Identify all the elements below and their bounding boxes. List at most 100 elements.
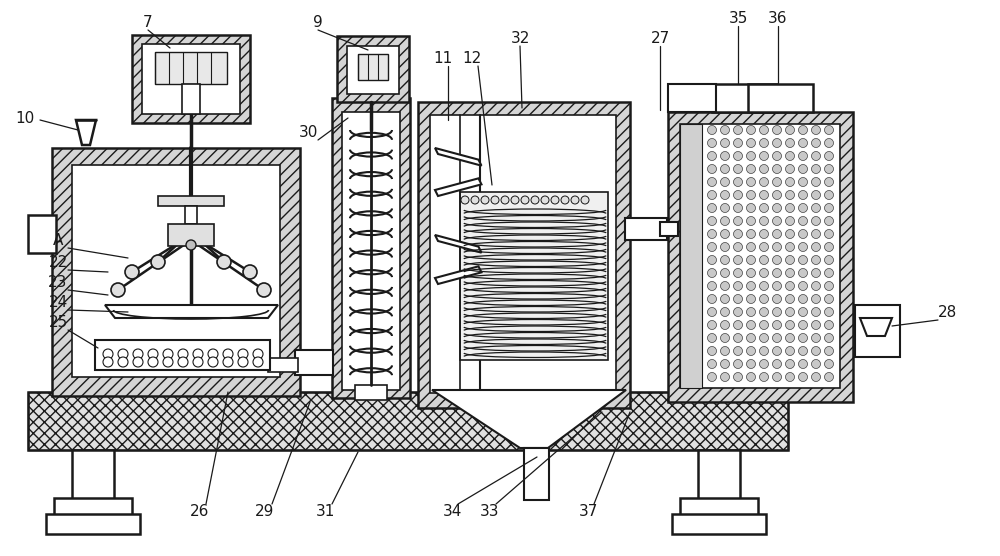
- Circle shape: [734, 165, 742, 173]
- Circle shape: [824, 269, 833, 277]
- Circle shape: [785, 138, 794, 147]
- Circle shape: [798, 269, 807, 277]
- Text: 27: 27: [650, 31, 670, 46]
- Circle shape: [772, 281, 781, 290]
- Bar: [52, 148, 300, 396]
- Bar: [295, 350, 333, 375]
- Circle shape: [746, 281, 756, 290]
- Circle shape: [734, 346, 742, 355]
- Text: 26: 26: [190, 504, 210, 519]
- Circle shape: [811, 346, 820, 355]
- Bar: [680, 124, 702, 388]
- Circle shape: [238, 349, 248, 359]
- Circle shape: [760, 346, 768, 355]
- Circle shape: [772, 346, 781, 355]
- Circle shape: [760, 230, 768, 239]
- Circle shape: [551, 196, 559, 204]
- Circle shape: [798, 242, 807, 251]
- Circle shape: [798, 177, 807, 186]
- Bar: [460, 192, 608, 360]
- Bar: [28, 392, 788, 450]
- Circle shape: [760, 295, 768, 304]
- Circle shape: [798, 165, 807, 173]
- Polygon shape: [435, 148, 481, 166]
- Bar: [680, 124, 840, 388]
- Circle shape: [708, 256, 716, 265]
- Circle shape: [811, 269, 820, 277]
- Circle shape: [720, 203, 730, 212]
- Circle shape: [720, 307, 730, 316]
- Text: 12: 12: [462, 51, 482, 66]
- Circle shape: [785, 346, 794, 355]
- Circle shape: [811, 320, 820, 330]
- Circle shape: [746, 346, 756, 355]
- Circle shape: [746, 256, 756, 265]
- Circle shape: [824, 151, 833, 161]
- Circle shape: [811, 230, 820, 239]
- Bar: [54, 498, 132, 516]
- Circle shape: [734, 295, 742, 304]
- Circle shape: [238, 357, 248, 367]
- Text: 10: 10: [15, 111, 35, 126]
- Circle shape: [708, 269, 716, 277]
- Circle shape: [708, 373, 716, 381]
- Circle shape: [746, 203, 756, 212]
- Text: 37: 37: [578, 504, 598, 519]
- Circle shape: [760, 269, 768, 277]
- Text: 34: 34: [442, 504, 462, 519]
- Circle shape: [720, 256, 730, 265]
- Circle shape: [798, 230, 807, 239]
- Circle shape: [785, 216, 794, 226]
- Circle shape: [760, 334, 768, 342]
- Circle shape: [708, 334, 716, 342]
- Circle shape: [760, 165, 768, 173]
- Bar: [668, 112, 853, 402]
- Bar: [132, 35, 250, 123]
- Circle shape: [785, 360, 794, 369]
- Circle shape: [561, 196, 569, 204]
- Bar: [95, 340, 270, 370]
- Polygon shape: [435, 266, 481, 284]
- Circle shape: [501, 196, 509, 204]
- Circle shape: [772, 320, 781, 330]
- Text: 25: 25: [48, 315, 68, 330]
- Circle shape: [785, 230, 794, 239]
- Circle shape: [746, 295, 756, 304]
- Text: 11: 11: [433, 51, 453, 66]
- Circle shape: [772, 334, 781, 342]
- Circle shape: [148, 349, 158, 359]
- Circle shape: [746, 360, 756, 369]
- Circle shape: [720, 138, 730, 147]
- Circle shape: [193, 357, 203, 367]
- Circle shape: [708, 320, 716, 330]
- Circle shape: [785, 320, 794, 330]
- Circle shape: [746, 138, 756, 147]
- Circle shape: [772, 242, 781, 251]
- Circle shape: [708, 346, 716, 355]
- Circle shape: [760, 151, 768, 161]
- Circle shape: [785, 373, 794, 381]
- Circle shape: [708, 151, 716, 161]
- Circle shape: [824, 191, 833, 200]
- Circle shape: [163, 357, 173, 367]
- Circle shape: [798, 256, 807, 265]
- Text: 33: 33: [480, 504, 500, 519]
- Circle shape: [734, 281, 742, 290]
- Circle shape: [798, 216, 807, 226]
- Circle shape: [208, 349, 218, 359]
- Circle shape: [746, 269, 756, 277]
- Bar: [524, 448, 549, 500]
- Circle shape: [521, 196, 529, 204]
- Circle shape: [708, 360, 716, 369]
- Circle shape: [531, 196, 539, 204]
- Circle shape: [798, 346, 807, 355]
- Text: 32: 32: [510, 31, 530, 46]
- Text: 23: 23: [48, 275, 68, 290]
- Circle shape: [708, 307, 716, 316]
- Bar: [337, 36, 409, 102]
- Bar: [748, 84, 813, 112]
- Circle shape: [746, 242, 756, 251]
- Circle shape: [746, 191, 756, 200]
- Bar: [28, 215, 56, 253]
- Circle shape: [720, 177, 730, 186]
